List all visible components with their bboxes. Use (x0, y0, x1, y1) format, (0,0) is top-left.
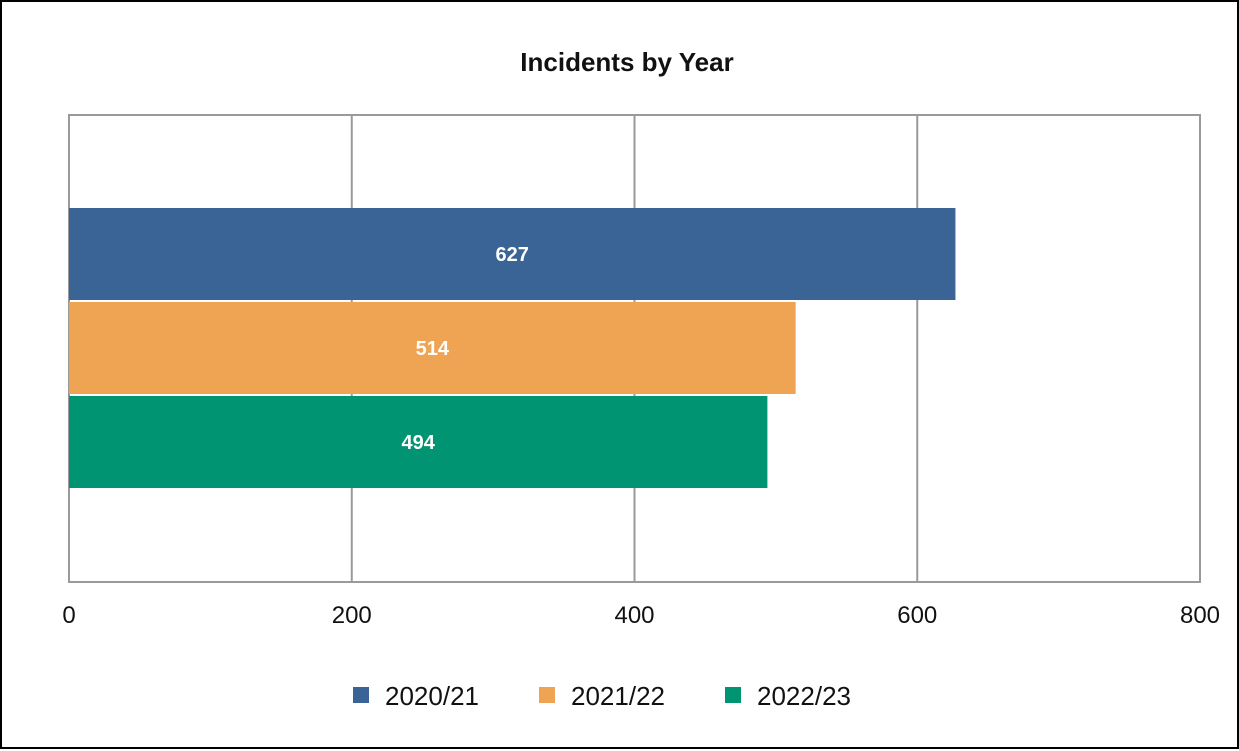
bar (69, 396, 768, 488)
legend-label: 2020/21 (385, 681, 479, 711)
bar (69, 302, 796, 394)
legend-label: 2021/22 (571, 681, 665, 711)
legend: 2020/21 2021/22 2022/23 (353, 681, 851, 711)
legend-swatch (539, 687, 555, 703)
data-label: 494 (402, 432, 436, 454)
data-label: 514 (416, 338, 450, 360)
chart-title: Incidents by Year (520, 47, 733, 77)
legend-swatch (353, 687, 369, 703)
bar (69, 208, 956, 300)
legend-label: 2022/23 (757, 681, 851, 711)
gridlines (68, 114, 1201, 583)
x-axis-ticks: 0 200 400 600 800 (62, 602, 1220, 629)
x-tick-label: 200 (332, 602, 372, 629)
x-tick-label: 0 (62, 602, 75, 629)
x-tick-label: 400 (614, 602, 654, 629)
data-label: 627 (496, 244, 529, 266)
x-tick-label: 600 (897, 602, 937, 629)
x-tick-label: 800 (1180, 602, 1220, 629)
bars: 627 514 494 (69, 208, 956, 488)
legend-swatch (725, 687, 741, 703)
